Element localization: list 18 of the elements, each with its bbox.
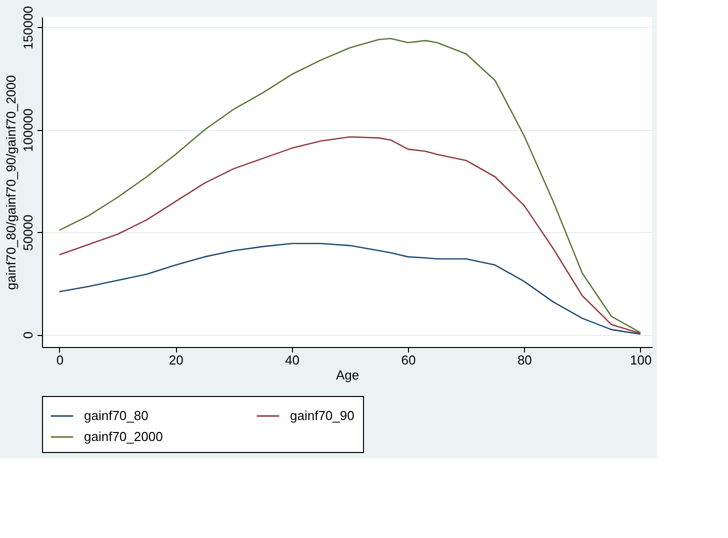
x-tick-label: 40 [285, 352, 300, 368]
x-axis-title: Age [336, 368, 360, 382]
y-tick-label: 0 [20, 332, 36, 339]
legend-label: gainf70_90 [290, 408, 354, 423]
legend-label: gainf70_80 [84, 408, 148, 423]
x-tick-label: 100 [630, 352, 652, 368]
y-axis-title: gainf70_80/gainf70_90/gainf70_2000 [4, 75, 18, 290]
x-tick-label: 60 [401, 352, 416, 368]
y-tick-label: 100000 [20, 108, 36, 152]
x-tick-label: 80 [517, 352, 532, 368]
x-tick-label: 0 [56, 352, 64, 368]
x-tick-label: 20 [168, 352, 184, 368]
y-tick-label: 150000 [20, 6, 36, 50]
line-series [58, 38, 642, 334]
line-series [58, 136, 642, 334]
legend-label: gainf70_2000 [84, 429, 163, 444]
line-series [58, 242, 642, 335]
y-tick-label: 50000 [20, 214, 36, 251]
